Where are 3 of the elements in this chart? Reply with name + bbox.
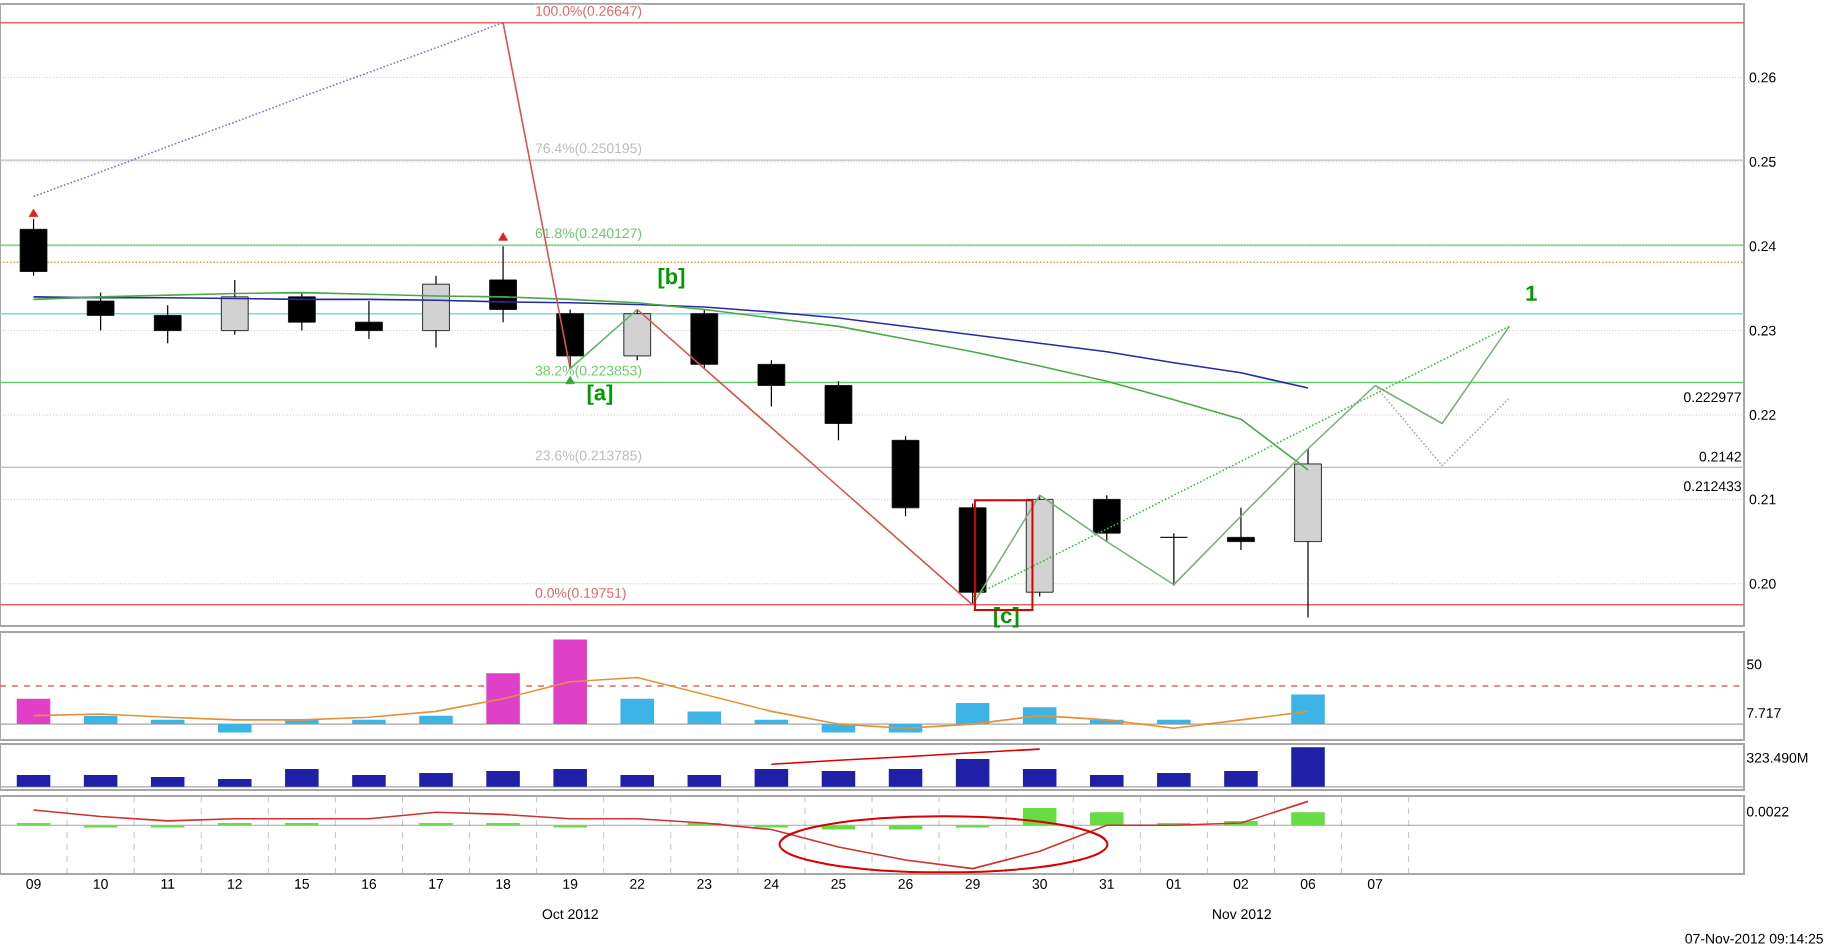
annotation: 1: [1526, 285, 1537, 301]
annotation: [a]: [587, 384, 613, 405]
annotation: [b]: [658, 268, 685, 289]
